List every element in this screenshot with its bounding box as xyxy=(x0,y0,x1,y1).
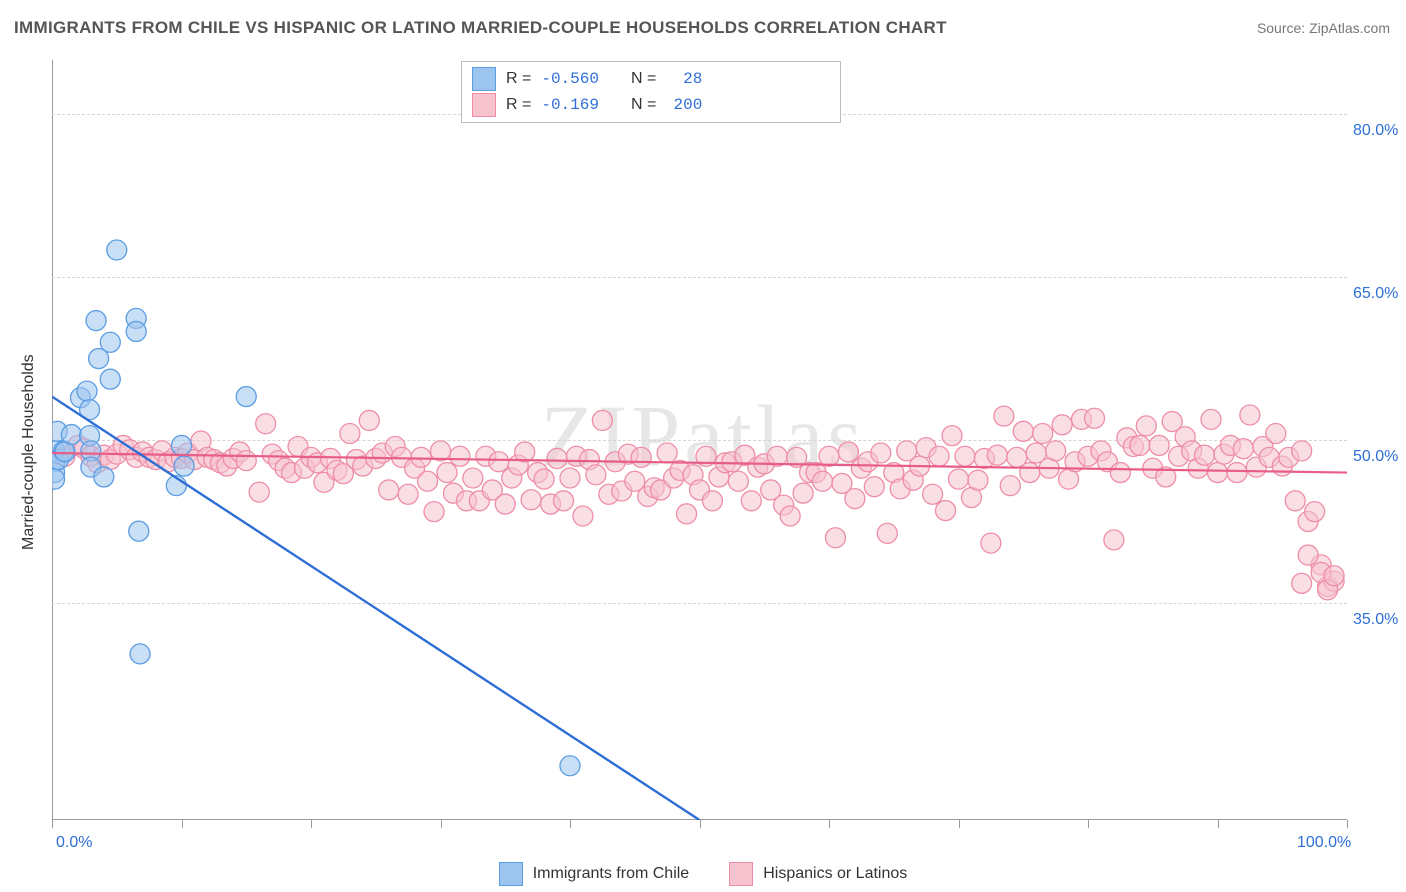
n-label: N = xyxy=(631,70,656,88)
x-tick-mark xyxy=(441,820,442,828)
y-axis-label: Married-couple Households xyxy=(20,354,38,550)
swatch-hispanic xyxy=(472,93,496,117)
legend-row-hispanic: R = -0.169 N = 200 xyxy=(472,92,830,118)
legend-label-chile: Immigrants from Chile xyxy=(533,865,689,883)
x-tick-label: 100.0% xyxy=(1297,834,1351,852)
y-tick-label: 35.0% xyxy=(1353,611,1398,629)
swatch-chile xyxy=(472,67,496,91)
legend-item-hispanic: Hispanics or Latinos xyxy=(729,862,907,886)
scatter-chart xyxy=(52,60,1347,820)
r-value-hispanic: -0.169 xyxy=(541,96,599,114)
legend-item-chile: Immigrants from Chile xyxy=(499,862,689,886)
source-label: Source: ZipAtlas.com xyxy=(1257,20,1390,36)
correlation-legend: R = -0.560 N = 28 R = -0.169 N = 200 xyxy=(461,61,841,123)
x-tick-mark xyxy=(829,820,830,828)
r-label: R = xyxy=(506,96,531,114)
x-tick-mark xyxy=(1088,820,1089,828)
series-legend: Immigrants from Chile Hispanics or Latin… xyxy=(0,862,1406,886)
x-tick-label: 0.0% xyxy=(56,834,92,852)
n-value-chile: 28 xyxy=(666,70,702,88)
r-label: R = xyxy=(506,70,531,88)
x-tick-mark xyxy=(1218,820,1219,828)
n-label: N = xyxy=(631,96,656,114)
swatch-hispanic xyxy=(729,862,753,886)
y-tick-label: 50.0% xyxy=(1353,448,1398,466)
x-tick-mark xyxy=(52,820,53,828)
x-tick-mark xyxy=(700,820,701,828)
r-value-chile: -0.560 xyxy=(541,70,599,88)
legend-label-hispanic: Hispanics or Latinos xyxy=(763,865,907,883)
x-tick-mark xyxy=(570,820,571,828)
x-tick-mark xyxy=(959,820,960,828)
x-tick-mark xyxy=(1347,820,1348,828)
x-tick-mark xyxy=(311,820,312,828)
swatch-chile xyxy=(499,862,523,886)
legend-row-chile: R = -0.560 N = 28 xyxy=(472,66,830,92)
y-tick-label: 65.0% xyxy=(1353,285,1398,303)
x-tick-mark xyxy=(182,820,183,828)
y-tick-label: 80.0% xyxy=(1353,122,1398,140)
page-title: IMMIGRANTS FROM CHILE VS HISPANIC OR LAT… xyxy=(14,18,947,38)
n-value-hispanic: 200 xyxy=(666,96,702,114)
